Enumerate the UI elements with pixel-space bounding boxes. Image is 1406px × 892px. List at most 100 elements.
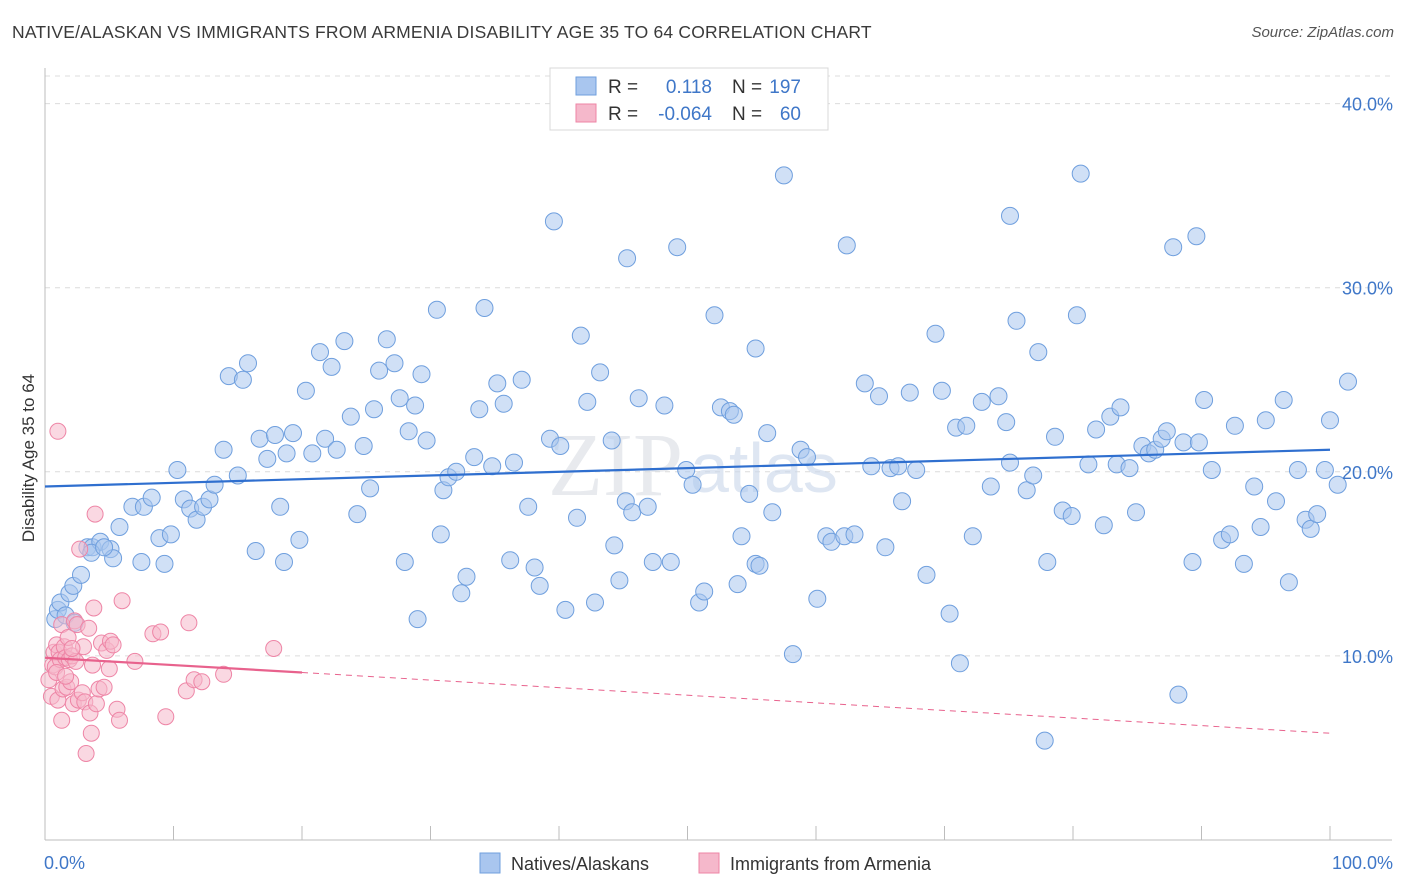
native-point-177 [1234,554,1253,573]
native-point-128 [889,457,908,476]
armenia-point-38 [95,678,113,696]
native-point-169 [1174,433,1193,452]
legend-bottom: Natives/Alaskans Immigrants from Armenia [479,852,932,874]
bottom-legend-label-natives: Natives/Alaskans [511,854,649,874]
native-point-68 [470,400,489,419]
native-point-31 [239,354,257,373]
legend-swatch-blue [575,76,597,96]
native-point-178 [1245,477,1264,496]
native-point-54 [385,354,404,373]
native-point-27 [214,440,233,459]
native-point-98 [668,238,687,257]
trend-line-armenia-dashed [301,671,1331,734]
native-point-64 [447,462,466,481]
armenia-point-24 [71,540,89,558]
native-point-14 [132,553,151,571]
armenia-point-35 [87,695,105,713]
legend-n-label-1: N = [732,77,762,98]
native-point-133 [926,324,945,343]
x-tick-label-min: 0.0% [44,853,85,873]
chart-title: NATIVE/ALASKAN VS IMMIGRANTS FROM ARMENI… [12,22,872,42]
armenia-point-55 [265,640,283,657]
native-point-181 [1267,492,1285,511]
native-point-201 [618,249,637,268]
armenia-point-34 [86,505,104,523]
native-point-56 [395,553,414,571]
native-point-86 [586,593,604,612]
armenia-point-28 [77,745,95,762]
native-point-140 [972,392,991,411]
native-point-145 [1007,311,1026,330]
legend-r-label-2: R = [608,104,638,125]
native-point-19 [161,525,180,544]
armenia-point-58 [57,667,75,685]
native-point-106 [724,405,743,424]
native-point-130 [900,383,919,402]
native-point-77 [525,558,544,577]
data-points [40,164,1357,762]
armenia-point-33 [85,599,103,617]
native-point-102 [695,582,714,601]
native-point-50 [361,479,380,498]
native-point-150 [1046,427,1064,446]
native-point-49 [354,437,373,455]
armenia-point-42 [104,636,122,654]
native-point-40 [296,381,315,400]
native-point-95 [643,553,662,571]
native-point-187 [1308,505,1327,524]
native-point-149 [1038,553,1057,571]
legend-swatch-pink [575,103,597,123]
native-point-188 [1315,461,1334,479]
native-point-124 [862,457,881,476]
native-point-176 [1225,416,1244,435]
native-point-184 [1288,461,1307,479]
native-point-139 [963,527,982,546]
native-point-123 [855,374,874,393]
armenia-point-49 [157,708,175,726]
native-point-200 [275,553,293,571]
armenia-point-46 [126,652,144,670]
native-point-96 [655,396,674,415]
native-point-195 [746,339,765,358]
native-point-198 [408,610,427,629]
native-point-159 [1111,398,1130,417]
native-point-183 [1279,573,1298,592]
armenia-point-53 [193,673,211,691]
native-point-44 [322,357,341,376]
native-point-6 [72,565,90,584]
native-point-67 [465,448,484,467]
native-point-180 [1256,411,1275,430]
armenia-point-54 [215,665,233,683]
native-point-190 [1328,475,1347,494]
native-point-173 [1202,461,1221,479]
bottom-legend-swatch-armenia [698,852,720,874]
bottom-legend-swatch-natives [479,852,501,874]
native-point-122 [845,525,864,544]
armenia-point-59 [63,640,81,657]
legend-n-label-2: N = [732,104,762,125]
watermark: ZIP atlas [548,416,838,515]
legend-n-value-1: 197 [769,77,801,98]
native-point-46 [335,332,354,351]
native-point-148 [1029,343,1048,362]
armenia-point-44 [111,711,128,729]
native-point-126 [876,538,895,557]
native-point-147 [1024,466,1043,485]
native-point-74 [505,453,523,472]
native-point-92 [623,503,642,522]
legend-r-value-2: -0.064 [658,104,712,125]
native-point-155 [1087,420,1106,439]
native-point-78 [530,576,549,595]
native-point-82 [556,600,575,619]
native-point-129 [893,492,912,511]
native-point-166 [1157,422,1176,441]
native-point-170 [1183,553,1202,571]
native-point-89 [605,536,624,555]
native-point-53 [377,330,396,349]
native-point-186 [1301,519,1320,538]
native-point-114 [783,645,802,664]
legend-n-value-2: 60 [780,104,801,125]
native-point-42 [311,343,329,362]
native-point-112 [763,503,782,522]
